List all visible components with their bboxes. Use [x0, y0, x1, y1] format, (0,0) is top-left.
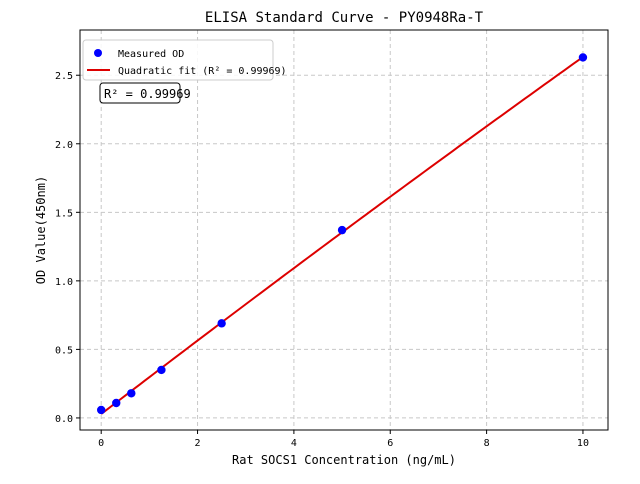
- fit-line-group: [100, 56, 584, 415]
- x-tick-label: 2: [195, 438, 201, 449]
- x-tick-label: 8: [484, 438, 490, 449]
- legend-label-measured: Measured OD: [118, 49, 184, 60]
- data-point: [217, 319, 226, 328]
- fit-line: [100, 56, 584, 415]
- legend-marker-measured: [94, 49, 102, 57]
- data-point: [337, 225, 347, 235]
- r2-annotation: R² = 0.99969: [99, 82, 191, 104]
- y-tick-label: 0.0: [55, 414, 73, 425]
- r2-annotation-text: R² = 0.99969: [104, 87, 191, 101]
- legend: Measured OD Quadratic fit (R² = 0.99969): [82, 39, 287, 81]
- y-tick-label: 0.5: [55, 345, 73, 356]
- data-point: [578, 53, 588, 62]
- data-point: [112, 398, 121, 408]
- y-tick-label: 2.5: [55, 71, 73, 82]
- points-group: [96, 53, 588, 415]
- chart-title: ELISA Standard Curve - PY0948Ra-T: [205, 10, 484, 26]
- y-axis-label: OD Value(450nm): [34, 176, 48, 284]
- data-point: [96, 405, 106, 415]
- data-point: [127, 389, 136, 398]
- x-tick-label: 10: [577, 438, 589, 449]
- x-tick-label: 6: [387, 438, 393, 449]
- y-tick-label: 2.0: [55, 140, 73, 151]
- x-axis-label: Rat SOCS1 Concentration (ng/mL): [232, 453, 456, 467]
- y-tick-label: 1.5: [55, 208, 73, 219]
- ticks: 0 2 4 6 8 10 0.0 0.5 1.0 1.5 2.0 2.5: [55, 71, 589, 449]
- data-point: [157, 365, 166, 375]
- y-tick-label: 1.0: [55, 277, 73, 288]
- x-tick-label: 0: [98, 438, 104, 449]
- plot-frame: [79, 29, 609, 431]
- x-tick-label: 4: [291, 438, 297, 449]
- legend-label-fit: Quadratic fit (R² = 0.99969): [118, 66, 287, 77]
